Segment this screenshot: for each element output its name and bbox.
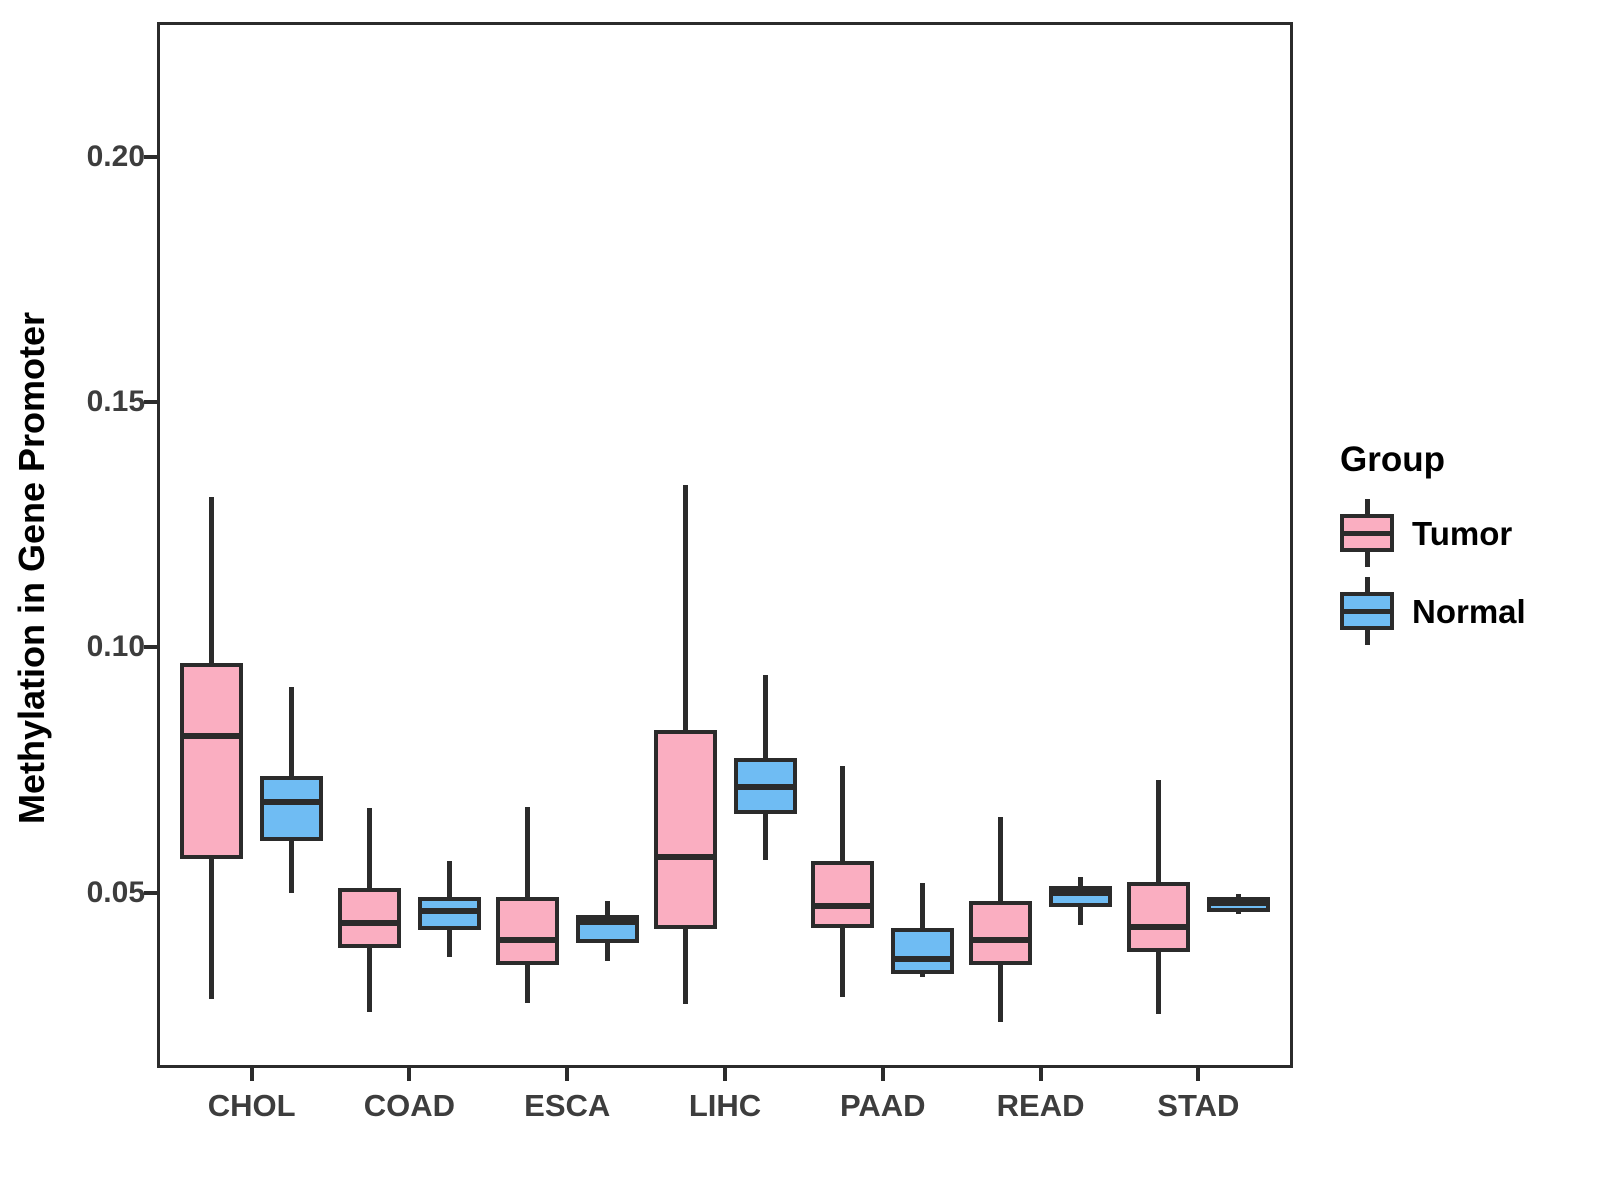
boxplot-ESCA-Tumor-median (495, 936, 559, 943)
y-axis-tick (144, 890, 157, 895)
legend-title: Group (1340, 440, 1445, 479)
boxplot-LIHC-Tumor-box (653, 729, 717, 930)
boxplot-CHOL-Normal-upper-whisker (289, 687, 295, 776)
x-axis-tick (407, 1068, 412, 1081)
boxplot-CHOL-Normal-box (260, 775, 324, 841)
boxplot-READ-Normal-median (1049, 889, 1113, 896)
boxplot-PAAD-Normal-median (891, 955, 955, 962)
x-axis-tick (723, 1068, 727, 1081)
boxplot-STAD-Tumor-upper-whisker (1155, 779, 1161, 882)
boxplot-READ-Tumor-median (969, 936, 1033, 943)
y-axis-tick-label: 0.05 (86, 875, 145, 909)
x-axis-tick (880, 1068, 885, 1081)
boxplot-READ-Tumor-lower-whisker (998, 964, 1004, 1023)
x-axis-tick-label: ESCA (524, 1088, 611, 1123)
y-axis-title: Methylation in Gene Promoter (11, 311, 52, 825)
boxplot-READ-Tumor-box (969, 901, 1033, 965)
boxplot-glyph-icon (1340, 577, 1394, 645)
boxplot-PAAD-Normal-upper-whisker (920, 882, 926, 928)
y-axis-tick-label: 0.10 (86, 630, 145, 664)
boxplot-READ-Tumor-upper-whisker (998, 816, 1004, 902)
boxplot-STAD-Normal-upper-whisker (1235, 893, 1241, 897)
boxplot-PAAD-Normal-box (891, 927, 955, 975)
boxplot-CHOL-Tumor-lower-whisker (209, 858, 215, 999)
x-axis-tick-label: STAD (1157, 1088, 1240, 1123)
boxplot-ESCA-Tumor-lower-whisker (524, 964, 530, 1003)
boxplot-CHOL-Tumor-median (180, 733, 244, 740)
boxplot-ESCA-Normal-upper-whisker (604, 901, 610, 915)
boxplot-STAD-Normal-lower-whisker (1235, 911, 1241, 914)
legend: Group Tumor Normal (1340, 440, 1590, 646)
glyph-median (1340, 609, 1394, 614)
legend-label-tumor: Tumor (1412, 514, 1513, 552)
boxplot-PAAD-Tumor-upper-whisker (840, 766, 846, 861)
boxplot-STAD-Tumor-box (1126, 881, 1190, 953)
boxplot-COAD-Tumor-median (337, 919, 401, 926)
x-axis-tick (249, 1068, 254, 1081)
boxplot-PAAD-Tumor-median (811, 903, 875, 910)
boxplot-PAAD-Tumor-box (811, 860, 875, 929)
boxplot-PAAD-Tumor-lower-whisker (840, 928, 846, 997)
y-axis-tick (144, 154, 157, 159)
boxplot-LIHC-Normal-lower-whisker (762, 813, 768, 860)
legend-label-normal: Normal (1412, 592, 1526, 630)
boxplot-CHOL-Tumor-upper-whisker (209, 497, 215, 664)
boxplot-READ-Normal-upper-whisker (1078, 877, 1084, 886)
boxplot-COAD-Normal-median (417, 908, 481, 915)
boxplot-LIHC-Normal-median (733, 783, 797, 790)
boxplot-COAD-Normal-lower-whisker (446, 930, 452, 958)
boxplot-CHOL-Normal-median (260, 798, 324, 805)
boxplot-CHOL-Normal-lower-whisker (289, 840, 295, 893)
boxplot-STAD-Normal-median (1206, 900, 1270, 907)
boxplot-READ-Normal-lower-whisker (1078, 906, 1084, 926)
x-axis-tick-label: CHOL (207, 1088, 296, 1123)
boxplot-ESCA-Tumor-upper-whisker (524, 806, 530, 897)
boxplot-LIHC-Normal-upper-whisker (762, 674, 768, 758)
legend-entry-normal: Normal (1340, 576, 1590, 646)
boxplot-COAD-Tumor-upper-whisker (366, 807, 372, 889)
x-axis-tick (565, 1068, 570, 1081)
x-axis-tick-label: COAD (363, 1088, 456, 1123)
boxplot-ESCA-Normal-lower-whisker (604, 942, 610, 962)
boxplot-CHOL-Tumor-box (180, 663, 244, 859)
x-axis-tick (1196, 1068, 1201, 1081)
y-axis-tick-label: 0.20 (86, 139, 145, 173)
boxplot-COAD-Tumor-box (337, 888, 401, 948)
boxplot-COAD-Tumor-lower-whisker (366, 947, 372, 1013)
x-axis-tick-label: PAAD (839, 1088, 926, 1123)
boxplot-COAD-Normal-upper-whisker (446, 860, 452, 897)
y-axis-tick (144, 400, 157, 405)
boxplot-PAAD-Normal-lower-whisker (920, 974, 926, 977)
boxplot-STAD-Tumor-lower-whisker (1155, 952, 1161, 1015)
glyph-median (1340, 531, 1394, 536)
x-axis-tick (1038, 1068, 1043, 1081)
x-axis-tick-label: LIHC (688, 1088, 762, 1123)
boxplot-STAD-Tumor-median (1126, 924, 1190, 931)
boxplot-LIHC-Tumor-upper-whisker (682, 484, 688, 730)
boxplot-LIHC-Tumor-median (653, 853, 717, 860)
y-axis-tick (144, 645, 157, 650)
legend-entry-tumor: Tumor (1340, 498, 1590, 568)
boxplot-ESCA-Tumor-box (495, 896, 559, 965)
y-axis-tick-label: 0.15 (86, 385, 145, 419)
boxplot-LIHC-Tumor-lower-whisker (682, 929, 688, 1005)
boxplot-glyph-icon (1340, 499, 1394, 567)
x-axis-tick-label: READ (996, 1088, 1085, 1123)
boxplot-ESCA-Normal-median (575, 918, 639, 925)
